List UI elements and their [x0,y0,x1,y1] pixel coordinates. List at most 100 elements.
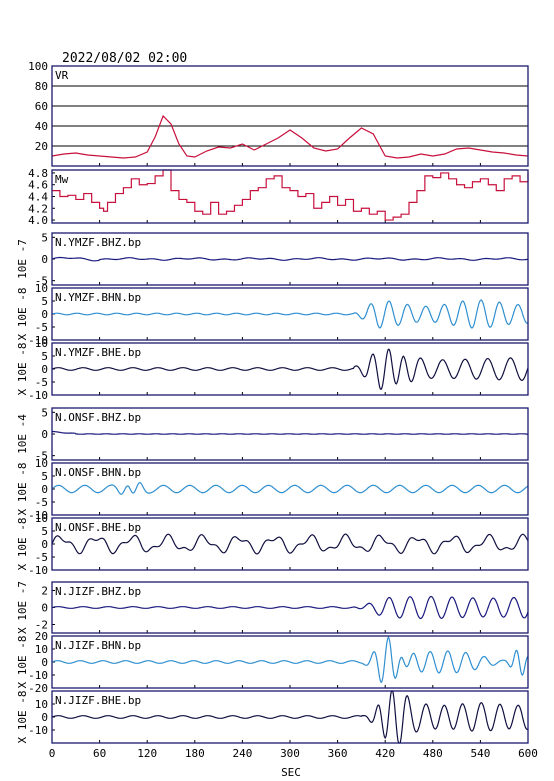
x-tick-label: 180 [185,747,205,760]
y-tick-label: -5 [35,496,48,509]
y-tick-label: 0 [41,253,48,266]
panel-label: N.ONSF.BHN.bp [55,466,141,479]
x-tick-label: 600 [518,747,538,760]
series-line-ymzf-bhz [51,256,529,262]
y-tick-label: 0 [41,656,48,669]
panel-label: N.YMZF.BHE.bp [55,346,141,359]
y-tick-label: -5 [35,376,48,389]
panel-label: N.YMZF.BHN.bp [55,291,141,304]
y-tick-label: 4.8 [28,167,48,180]
y-tick-label: -2 [35,619,48,632]
x-tick-label: 120 [137,747,157,760]
y-tick-label: -20 [28,682,48,695]
y-tick-label: -10 [28,389,48,402]
y-tick-label: 0 [41,308,48,321]
series-line-jizf-bhz [51,595,529,620]
y-tick-label: 4.6 [28,179,48,192]
y-axis-label: X 10E -7 [16,581,29,634]
y-tick-label: 5 [41,350,48,363]
panel-onsf-bhz: -5 0 5 10E -4 N.ONSF.BHZ.bp [16,406,529,463]
panel-label: N.JIZF.BHN.bp [55,639,141,652]
y-tick-label: 10 [35,457,48,470]
x-tick-label: 60 [93,747,106,760]
series-line-onsf-bhe [51,533,529,555]
panel-label: VR [55,69,69,82]
panel-frame [51,342,529,396]
y-axis-label: X 10E -8 [16,463,29,516]
y-tick-label: 0 [41,602,48,615]
y-axis-label: X 10E -8 [16,288,29,341]
y-tick-label: 0 [41,711,48,724]
panel-frame [51,232,529,286]
y-tick-label: 2 [41,585,48,598]
x-tick-label: 420 [375,747,395,760]
y-tick-label: 80 [35,80,48,93]
panel-frame [51,581,529,634]
y-tick-label: -5 [35,551,48,564]
y-tick-label: 10 [35,698,48,711]
panel-mw: 4.04.24.44.64.8 Mw [28,167,529,227]
y-tick-label: -10 [28,509,48,522]
y-tick-label: 10 [35,337,48,350]
y-tick-label: -10 [28,564,48,577]
y-axis-label: 10E -4 [16,414,29,454]
x-tick-label: 360 [328,747,348,760]
y-tick-label: -10 [28,334,48,347]
panel-frame [51,462,529,516]
y-tick-label: 5 [41,231,48,244]
x-tick-label: 240 [232,747,252,760]
panel-frame [51,635,529,689]
panel-label: N.JIZF.BHE.bp [55,694,141,707]
panel-frame [51,407,529,461]
y-tick-label: -5 [35,450,48,463]
series-line-vr [51,114,529,159]
y-tick-label: -10 [28,669,48,682]
y-tick-label: 10 [35,512,48,525]
y-axis-label: X 10E -8 [16,343,29,396]
x-tick-label: 0 [49,747,56,760]
y-tick-label: 5 [41,295,48,308]
panel-label: N.ONSF.BHE.bp [55,521,141,534]
y-axis-label: X 10E -8 [16,636,29,689]
x-tick-label: 300 [280,747,300,760]
panel-frame [51,690,529,744]
series-line-jizf-bhe [51,690,529,744]
y-tick-label: 0 [41,363,48,376]
y-axis-label: X 10E -8 [16,518,29,571]
y-tick-label: 40 [35,120,48,133]
panel-label: N.JIZF.BHZ.bp [55,585,141,598]
y-tick-label: -5 [35,275,48,288]
y-tick-label: 10 [35,643,48,656]
y-tick-label: 0 [41,483,48,496]
series-line-ymzf-bhn [51,299,529,329]
y-tick-label: 4.4 [28,191,48,204]
panel-frame [51,517,529,571]
series-line-onsf-bhn [51,482,529,495]
y-tick-label: 4.0 [28,214,48,227]
y-tick-label: 20 [35,630,48,643]
panel-label: Mw [55,173,69,186]
panel-frame [51,65,529,167]
y-tick-label: 100 [28,60,48,73]
series-line-ymzf-bhe [51,348,529,391]
x-tick-label: 540 [470,747,490,760]
y-axis-label: X 10E -8 [16,691,29,744]
series-line-onsf-bhz [51,430,529,435]
y-tick-label: 0 [41,428,48,441]
y-tick-label: 60 [35,100,48,113]
panel-jizf-bhz: -2 0 2 X 10E -7 N.JIZF.BHZ.bp [16,581,529,634]
y-tick-label: -10 [28,724,48,737]
panel-ymzf-bhz: -5 0 5 10E -7 N.YMZF.BHZ.bp [16,231,529,288]
panel-ymzf-bhn: -10-505 10 X 10E -8 N.YMZF.BHN.bp [16,282,529,347]
series-line-mw [52,169,529,221]
y-tick-label: -5 [35,321,48,334]
x-tick-label: 480 [423,747,443,760]
y-axis-label: 10E -7 [16,239,29,279]
y-tick-label: 20 [35,140,48,153]
y-tick-label: 5 [41,470,48,483]
y-tick-label: 5 [41,525,48,538]
